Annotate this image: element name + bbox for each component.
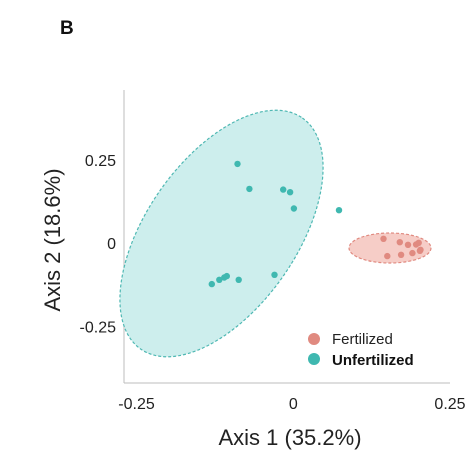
y-axis-title: Axis 2 (18.6%) [40,168,65,311]
x-tick-label: 0.25 [434,396,465,413]
confidence-ellipses [119,109,432,358]
fertilized-point [397,251,405,258]
legend-label-unfertilized: Unfertilized [332,352,414,369]
unfertilized-point [234,160,241,168]
fertilized-point [380,235,387,242]
unfertilized-point [286,189,294,196]
unfertilized-point [271,271,278,278]
fertilized-point [404,241,412,248]
legend-marker-unfertilized [308,353,320,365]
x-tick-label: -0.25 [118,396,155,413]
legend: Fertilized Unfertilized [308,331,414,369]
y-tick-label: 0.25 [85,153,116,170]
unfertilized-point [216,276,223,283]
x-tick-label: 0 [289,396,298,413]
data-points [208,160,424,288]
unfertilized-point [280,186,287,193]
tick-labels: -0.25 0 0.25 0.25 0 -0.25 [80,153,466,413]
y-tick-label: -0.25 [80,319,117,336]
fertilized-point [412,241,420,248]
unfertilized-point [246,185,253,193]
unfertilized-ellipse [119,109,324,358]
fertilized-point [416,247,424,254]
legend-label-fertilized: Fertilized [332,331,393,348]
fertilized-point [396,239,403,246]
legend-marker-fertilized [308,333,320,345]
fertilized-point [384,252,391,260]
plot-frame [123,90,450,384]
x-axis-title: Axis 1 (35.2%) [218,425,361,450]
unfertilized-point [235,276,242,283]
unfertilized-point [223,272,230,280]
fertilized-point [409,249,416,257]
panel-label: B [60,18,74,39]
unfertilized-point [208,280,215,288]
unfertilized-point [335,207,343,214]
unfertilized-point [290,205,298,212]
y-tick-label: 0 [107,236,116,253]
